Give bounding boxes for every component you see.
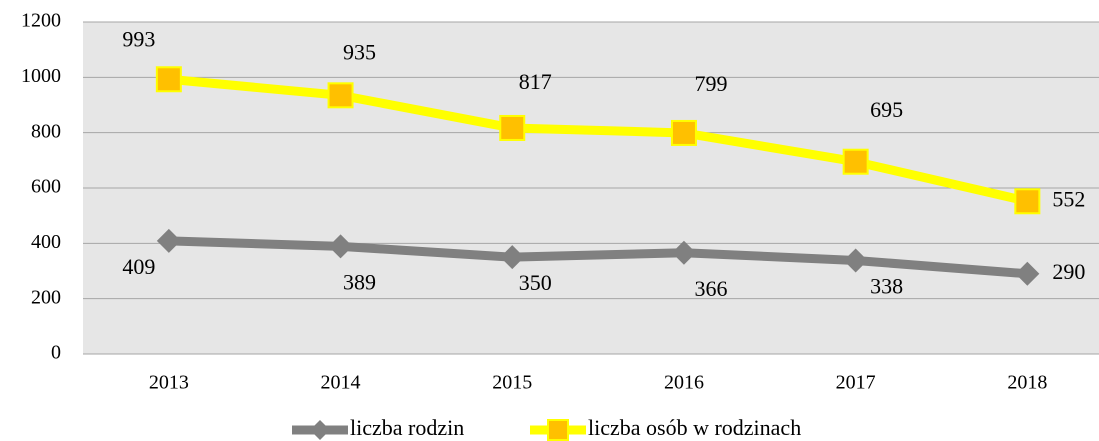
- data-label: 338: [870, 274, 903, 299]
- y-tick-label: 1000: [21, 65, 61, 87]
- data-label: 389: [343, 269, 376, 294]
- marker: [547, 419, 569, 441]
- marker: [1014, 188, 1041, 215]
- y-tick-label: 0: [51, 342, 61, 364]
- marker: [327, 82, 354, 109]
- marker: [156, 228, 181, 253]
- legend-label: liczba rodzin: [350, 415, 464, 440]
- x-tick-label: 2018: [1007, 372, 1047, 394]
- data-label: 350: [519, 270, 552, 295]
- marker: [328, 234, 353, 259]
- marker: [1015, 261, 1040, 286]
- marker: [499, 114, 526, 141]
- marker: [670, 119, 697, 146]
- marker: [843, 248, 868, 273]
- x-tick-label: 2017: [836, 372, 876, 394]
- marker: [155, 66, 182, 93]
- x-tick-label: 2015: [492, 372, 532, 394]
- line: [168, 74, 1029, 206]
- legend-label: liczba osób w rodzinach: [588, 415, 801, 440]
- data-label: 935: [343, 39, 376, 64]
- y-tick-label: 400: [31, 231, 61, 253]
- y-tick-label: 800: [31, 120, 61, 142]
- data-label: 799: [694, 71, 727, 96]
- y-tick-label: 200: [31, 286, 61, 308]
- x-tick-label: 2013: [149, 372, 189, 394]
- x-tick-label: 2016: [664, 372, 704, 394]
- data-label: 366: [694, 276, 727, 301]
- data-label: 993: [122, 26, 155, 51]
- line: [168, 236, 1028, 279]
- data-label: 817: [519, 69, 552, 94]
- marker: [500, 245, 525, 270]
- marker: [671, 240, 696, 265]
- marker: [310, 420, 330, 440]
- marker: [842, 148, 869, 175]
- y-tick-label: 1200: [21, 10, 61, 32]
- data-label: 409: [122, 254, 155, 279]
- x-tick-label: 2014: [321, 372, 361, 394]
- data-label: 552: [1052, 186, 1085, 211]
- data-label: 695: [870, 97, 903, 122]
- data-label: 290: [1052, 259, 1085, 284]
- y-tick-label: 600: [31, 176, 61, 198]
